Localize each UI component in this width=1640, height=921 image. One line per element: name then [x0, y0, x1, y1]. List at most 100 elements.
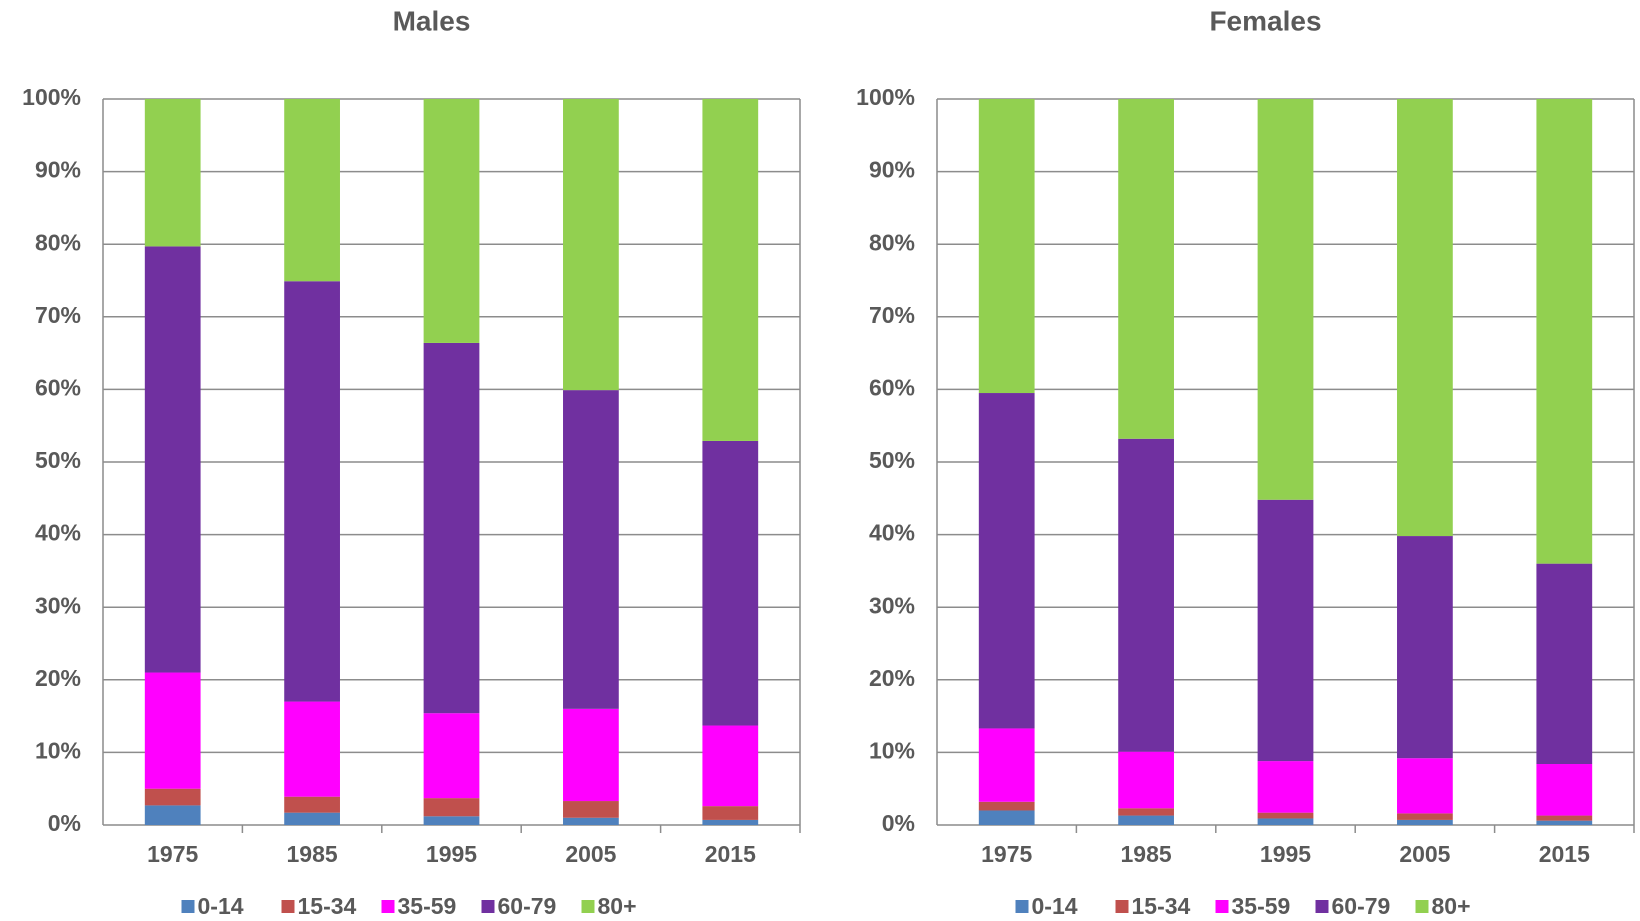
bar-segment — [1118, 751, 1174, 809]
bar-segment — [284, 812, 340, 825]
legend-swatch — [181, 900, 195, 913]
legend-label: 80+ — [598, 893, 637, 919]
y-tick-label: 30% — [869, 592, 915, 618]
legend-label: 35-59 — [1232, 893, 1291, 919]
x-tick-label: 1995 — [426, 841, 477, 867]
legend-swatch — [1215, 900, 1229, 913]
y-tick-label: 40% — [869, 520, 915, 546]
bar-segment — [144, 99, 201, 247]
bar-segment — [1397, 813, 1453, 820]
bar-segment — [423, 798, 480, 817]
legend-label: 0-14 — [1032, 893, 1078, 919]
bar-segment — [1257, 499, 1314, 762]
y-tick-label: 50% — [869, 447, 915, 473]
bar-segment — [978, 393, 1035, 729]
bar-segment — [702, 725, 759, 807]
bar-segment — [1536, 563, 1593, 765]
bar-segment — [1257, 99, 1314, 500]
bar-segment — [1397, 99, 1453, 537]
y-tick-label: 20% — [35, 665, 81, 691]
bar-segment — [563, 99, 619, 391]
bar-segment — [702, 99, 759, 441]
bar-segment — [1536, 820, 1593, 825]
x-tick-label: 1985 — [287, 841, 338, 867]
bar-segment — [284, 796, 340, 813]
legend-label: 80+ — [1432, 893, 1471, 919]
legend-label: 60-79 — [1332, 893, 1391, 919]
legend-swatch — [1415, 900, 1429, 913]
y-tick-label: 40% — [35, 520, 81, 546]
bar-segment — [1118, 815, 1174, 825]
y-tick-label: 80% — [869, 229, 915, 255]
y-tick-label: 80% — [35, 229, 81, 255]
bar-segment — [1397, 758, 1453, 814]
bar-segment — [563, 390, 619, 709]
x-tick-label: 1995 — [1260, 841, 1311, 867]
y-tick-label: 10% — [35, 737, 81, 763]
legend-swatch — [1315, 900, 1329, 913]
legend-label: 35-59 — [398, 893, 457, 919]
y-tick-label: 0% — [882, 810, 915, 836]
x-tick-label: 1985 — [1121, 841, 1172, 867]
bar-segment — [144, 788, 201, 806]
bar-segment — [144, 805, 201, 825]
bar-segment — [423, 342, 480, 714]
y-tick-label: 60% — [869, 374, 915, 400]
bar-segment — [1118, 99, 1174, 439]
bar-segment — [563, 817, 619, 825]
y-tick-label: 50% — [35, 447, 81, 473]
y-tick-label: 70% — [869, 302, 915, 328]
chart-title: Males — [393, 5, 471, 36]
y-tick-label: 0% — [48, 810, 81, 836]
bar-segment — [423, 713, 480, 799]
bar-segment — [423, 99, 480, 343]
bar-segment — [284, 281, 340, 702]
x-tick-label: 1975 — [981, 841, 1032, 867]
bar-segment — [1257, 761, 1314, 813]
chart-title: Females — [1209, 5, 1321, 36]
bar-segment — [1536, 99, 1593, 564]
bar-segment — [144, 246, 201, 673]
y-tick-label: 100% — [22, 84, 81, 110]
bar-segment — [702, 806, 759, 820]
bar-segment — [144, 672, 201, 789]
x-tick-label: 2005 — [565, 841, 616, 867]
bar-segment — [1397, 536, 1453, 759]
bar-segment — [1536, 764, 1593, 816]
legend-label: 0-14 — [198, 893, 244, 919]
y-tick-label: 10% — [869, 737, 915, 763]
legend-swatch — [1115, 900, 1129, 913]
x-tick-label: 2015 — [705, 841, 756, 867]
y-tick-label: 30% — [35, 592, 81, 618]
legend-swatch — [1015, 900, 1029, 913]
bar-segment — [1118, 438, 1174, 752]
legend-label: 60-79 — [498, 893, 557, 919]
bar-segment — [284, 99, 340, 282]
y-tick-label: 100% — [856, 84, 915, 110]
bar-segment — [1536, 815, 1593, 821]
bar-segment — [978, 801, 1035, 811]
x-tick-label: 2005 — [1399, 841, 1450, 867]
bar-segment — [563, 801, 619, 818]
x-tick-label: 1975 — [147, 841, 198, 867]
bar-segment — [702, 440, 759, 726]
y-tick-label: 70% — [35, 302, 81, 328]
bar-segment — [1257, 812, 1314, 819]
y-tick-label: 90% — [869, 157, 915, 183]
bar-segment — [284, 701, 340, 797]
bar-segment — [1118, 808, 1174, 816]
bar-segment — [1257, 818, 1314, 825]
legend-swatch — [381, 900, 395, 913]
bar-segment — [978, 810, 1035, 825]
x-tick-label: 2015 — [1539, 841, 1590, 867]
y-tick-label: 20% — [869, 665, 915, 691]
bar-segment — [1397, 819, 1453, 825]
legend-label: 15-34 — [298, 893, 357, 919]
bar-segment — [978, 99, 1035, 394]
bar-segment — [702, 819, 759, 825]
y-tick-label: 90% — [35, 157, 81, 183]
legend-swatch — [281, 900, 295, 913]
legend-swatch — [481, 900, 495, 913]
legend-label: 15-34 — [1132, 893, 1191, 919]
bar-segment — [563, 708, 619, 802]
